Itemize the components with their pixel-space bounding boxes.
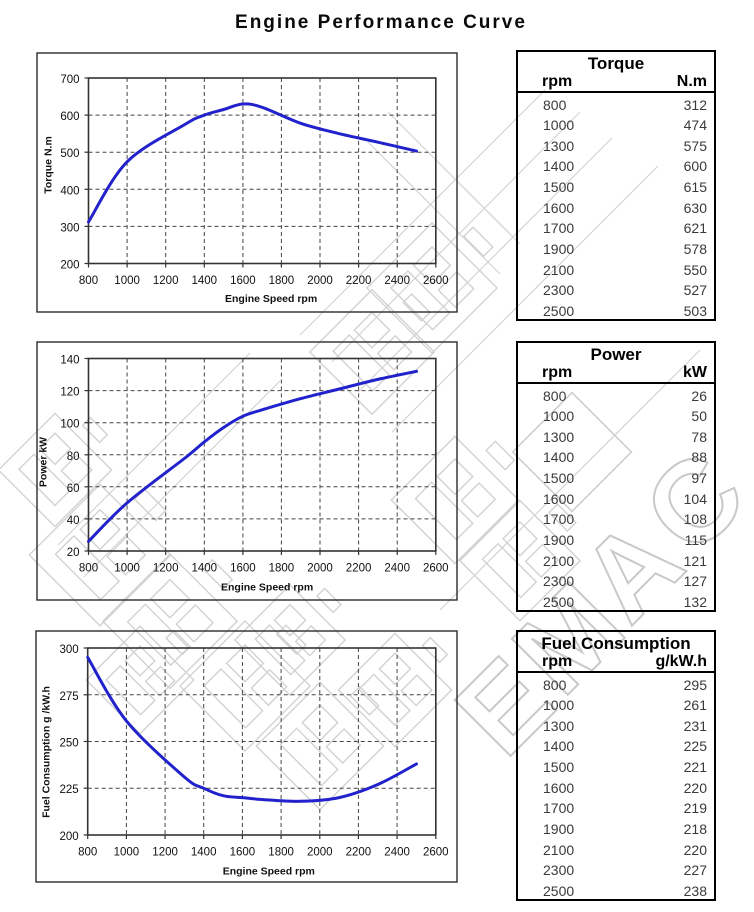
svg-text:Engine Speed rpm: Engine Speed rpm xyxy=(223,866,315,878)
svg-text:700: 700 xyxy=(60,74,79,86)
svg-text:1800: 1800 xyxy=(268,847,294,859)
svg-text:2600: 2600 xyxy=(423,847,449,859)
svg-text:1000: 1000 xyxy=(114,847,140,859)
svg-text:60: 60 xyxy=(67,483,80,495)
svg-text:20: 20 xyxy=(67,547,80,559)
svg-text:2200: 2200 xyxy=(346,847,372,859)
svg-text:120: 120 xyxy=(60,387,79,399)
svg-text:400: 400 xyxy=(60,185,79,197)
svg-text:2400: 2400 xyxy=(384,563,410,575)
svg-text:Engine Speed rpm: Engine Speed rpm xyxy=(221,582,313,594)
svg-text:300: 300 xyxy=(60,222,79,234)
svg-text:1400: 1400 xyxy=(192,563,218,575)
svg-text:80: 80 xyxy=(67,451,80,463)
svg-text:800: 800 xyxy=(78,847,97,859)
svg-text:1200: 1200 xyxy=(153,563,179,575)
svg-text:1400: 1400 xyxy=(192,275,218,287)
svg-text:Engine Speed rpm: Engine Speed rpm xyxy=(225,293,317,305)
svg-text:1000: 1000 xyxy=(114,275,140,287)
svg-text:1200: 1200 xyxy=(152,847,178,859)
svg-text:2000: 2000 xyxy=(307,563,333,575)
svg-text:200: 200 xyxy=(60,260,79,272)
svg-text:600: 600 xyxy=(60,111,79,123)
svg-text:1400: 1400 xyxy=(191,847,217,859)
svg-text:2000: 2000 xyxy=(307,275,333,287)
svg-text:200: 200 xyxy=(60,831,79,843)
svg-text:1600: 1600 xyxy=(230,563,256,575)
svg-text:2600: 2600 xyxy=(423,275,449,287)
svg-text:40: 40 xyxy=(67,515,80,527)
svg-text:Fuel Consumption g /kW.h: Fuel Consumption g /kW.h xyxy=(41,686,53,818)
svg-text:1200: 1200 xyxy=(153,275,179,287)
svg-text:2400: 2400 xyxy=(384,847,410,859)
svg-text:1000: 1000 xyxy=(114,563,140,575)
svg-text:1800: 1800 xyxy=(269,563,295,575)
svg-text:2000: 2000 xyxy=(307,847,333,859)
svg-text:1800: 1800 xyxy=(269,275,295,287)
svg-text:Torque N.m: Torque N.m xyxy=(43,136,55,194)
svg-text:2200: 2200 xyxy=(346,275,372,287)
svg-text:275: 275 xyxy=(60,691,79,703)
svg-text:250: 250 xyxy=(60,738,79,750)
svg-text:Power kW: Power kW xyxy=(38,437,50,487)
svg-text:300: 300 xyxy=(60,644,79,656)
svg-text:500: 500 xyxy=(60,148,79,160)
svg-text:2600: 2600 xyxy=(423,563,449,575)
svg-text:1600: 1600 xyxy=(230,275,256,287)
svg-text:800: 800 xyxy=(79,275,98,287)
svg-text:800: 800 xyxy=(79,563,98,575)
svg-text:2400: 2400 xyxy=(384,275,410,287)
svg-text:1600: 1600 xyxy=(230,847,256,859)
svg-text:140: 140 xyxy=(60,355,79,367)
svg-text:225: 225 xyxy=(60,784,79,796)
svg-text:2200: 2200 xyxy=(346,563,372,575)
svg-text:100: 100 xyxy=(60,419,79,431)
